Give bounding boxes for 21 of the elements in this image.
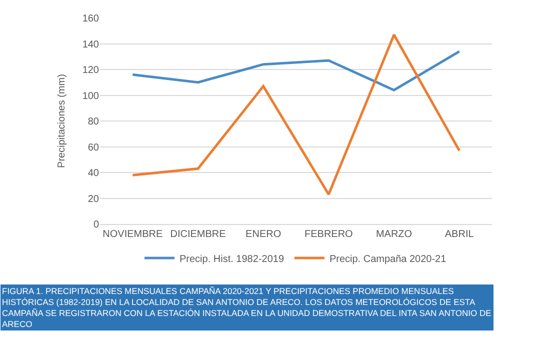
x-tick-label: ABRIL — [444, 229, 474, 240]
x-tick-label: DICIEMBRE — [170, 229, 226, 240]
line-series — [131, 33, 461, 196]
y-tick-label: 80 — [88, 116, 100, 128]
legend-label: Precip. Hist. 1982-2019 — [180, 254, 284, 265]
text: FIGURA 1. PRECIPITACIONES MENSUALES CAMPAÑA 2020-2021 Y PRECIPITACIONES PROMEDIO MENSUALES HISTÓRICAS (1982-2019) EN LA LOCALIDAD DE SAN ANTONIO DE ARECO. LOS DATOS METEOROLÓGICOS DE ESTA CAMPAÑA SE REGISTRARON CON LA ESTACIÓN INSTALADA EN LA UNIDAD DEMOSTRATIVA DEL INTA SAN ANTONIO DE ARECO — [2, 286, 492, 330]
y-tick-label: 140 — [82, 39, 100, 50]
x-tick-label: MARZO — [376, 229, 412, 240]
x-tick-label: ENERO — [246, 229, 282, 240]
y-tick-label: 100 — [82, 90, 100, 102]
line-series — [131, 50, 461, 92]
x-tick-label: FEBRERO — [304, 229, 354, 240]
y-axis-title: Precipitaciones (mm) — [56, 74, 68, 168]
legend-label: Precip. Campaña 2020-21 — [329, 254, 447, 265]
y-tick-label: 20 — [88, 194, 100, 205]
y-tick-label: 120 — [82, 65, 100, 76]
x-tick-label: NOVIEMBRE — [102, 229, 163, 240]
y-tick-label: 60 — [88, 142, 100, 154]
y-tick-label: 160 — [82, 14, 100, 24]
y-tick-label: 0 — [93, 220, 100, 230]
y-tick-label: 40 — [88, 168, 100, 179]
